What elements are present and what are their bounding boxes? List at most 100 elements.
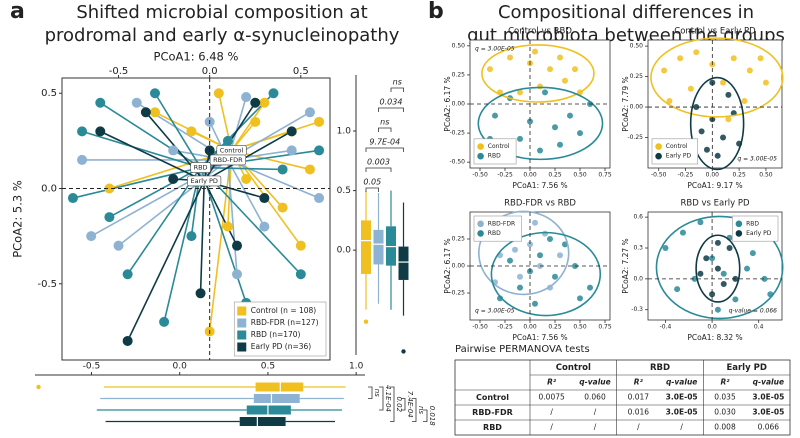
point xyxy=(557,252,563,259)
x-tick-label: -0.25 xyxy=(497,172,513,179)
point xyxy=(259,97,270,108)
point xyxy=(314,116,325,127)
point xyxy=(697,219,704,226)
significance-label: 4.1E-04 xyxy=(384,385,392,412)
legend-box xyxy=(731,215,779,242)
point xyxy=(714,152,721,159)
chart-title: Control vs Early PD xyxy=(674,27,756,37)
point xyxy=(286,126,297,137)
point xyxy=(761,275,768,282)
legend-label: Early PD xyxy=(746,230,772,237)
point xyxy=(527,118,533,125)
significance-label: 0.003 xyxy=(367,158,390,167)
point xyxy=(140,107,151,118)
legend-label: Control xyxy=(488,143,510,150)
legend-swatch xyxy=(735,230,743,237)
point xyxy=(703,146,710,153)
x-tick-label: -0.50 xyxy=(472,324,488,331)
x-tick-label: 0.5 xyxy=(261,362,275,372)
point xyxy=(122,335,133,346)
point xyxy=(517,284,523,291)
point xyxy=(537,83,543,90)
box xyxy=(361,220,371,274)
point xyxy=(286,145,297,156)
y-axis-label: PCoA2: 7.27 % xyxy=(621,238,630,293)
y-tick-label: 1.0 xyxy=(337,127,352,137)
point xyxy=(709,255,716,262)
point xyxy=(527,241,533,248)
box xyxy=(246,405,291,415)
box xyxy=(253,394,300,403)
point xyxy=(749,250,756,257)
point xyxy=(149,88,160,99)
point xyxy=(557,54,563,61)
legend-label: Early PD xyxy=(666,153,692,160)
y-tick-label: 0.0 xyxy=(633,275,643,282)
point xyxy=(562,77,568,84)
group-ellipse xyxy=(650,37,784,118)
point xyxy=(714,265,721,272)
point xyxy=(693,49,700,56)
point xyxy=(492,112,498,119)
point xyxy=(277,202,288,213)
table-cell: 0.0075 xyxy=(539,393,565,402)
group-ellipse xyxy=(655,215,784,320)
point xyxy=(222,221,233,232)
group-ellipse xyxy=(477,86,604,161)
significance-label: ns xyxy=(417,406,425,414)
point xyxy=(720,79,727,86)
point xyxy=(232,269,243,280)
x-axis-label: PCoA1: 9.17 % xyxy=(687,181,742,190)
legend-swatch xyxy=(735,220,743,228)
point xyxy=(131,97,142,108)
point xyxy=(95,126,106,137)
x-tick-label: 0.0 xyxy=(202,66,218,77)
legend-swatch xyxy=(237,306,247,316)
point xyxy=(250,97,261,108)
y-tick-label: 0.5 xyxy=(337,186,351,196)
point xyxy=(542,89,548,96)
point xyxy=(295,240,306,251)
point xyxy=(268,88,279,99)
point xyxy=(744,265,751,272)
point xyxy=(168,145,179,156)
spider-line xyxy=(231,121,320,152)
legend-label: RBD-FDR xyxy=(488,220,515,227)
point xyxy=(122,269,133,280)
point xyxy=(304,164,315,175)
point xyxy=(517,89,523,96)
y-tick-label: -0.5 xyxy=(37,279,57,290)
point xyxy=(762,79,769,86)
x-tick-label: 0.4 xyxy=(754,324,764,331)
significance-bracket xyxy=(390,87,404,92)
point xyxy=(517,135,523,142)
chart-title: RBD-FDR vs RBD xyxy=(504,199,576,209)
point xyxy=(104,183,115,194)
point xyxy=(113,240,124,251)
y-tick-label: 0.50 xyxy=(630,43,644,50)
point xyxy=(714,239,721,246)
significance-label: 9.7E-04 xyxy=(369,138,400,147)
point xyxy=(714,306,721,313)
point xyxy=(732,296,739,303)
point xyxy=(703,255,710,262)
table-subheader: q-value xyxy=(666,378,697,387)
point xyxy=(677,55,684,62)
table-group-header: Control xyxy=(556,363,591,373)
y-axis-label: PCoA2: 7.79 % xyxy=(621,76,630,131)
legend-label: Early PD (n=36) xyxy=(251,342,312,351)
point xyxy=(507,54,513,61)
table-cell: / xyxy=(680,423,683,432)
point xyxy=(687,85,694,92)
spider-line xyxy=(154,92,202,168)
centroid-label: RBD xyxy=(194,164,208,172)
panel-label: b xyxy=(428,0,444,24)
point xyxy=(168,173,179,184)
legend-swatch xyxy=(237,342,247,352)
x-tick-label: -0.50 xyxy=(651,172,667,179)
annotation: q = 3.00E-05 xyxy=(737,156,777,163)
point xyxy=(720,270,727,277)
spider-line xyxy=(99,130,205,182)
spider-line xyxy=(163,167,202,323)
spider-line xyxy=(118,159,229,247)
